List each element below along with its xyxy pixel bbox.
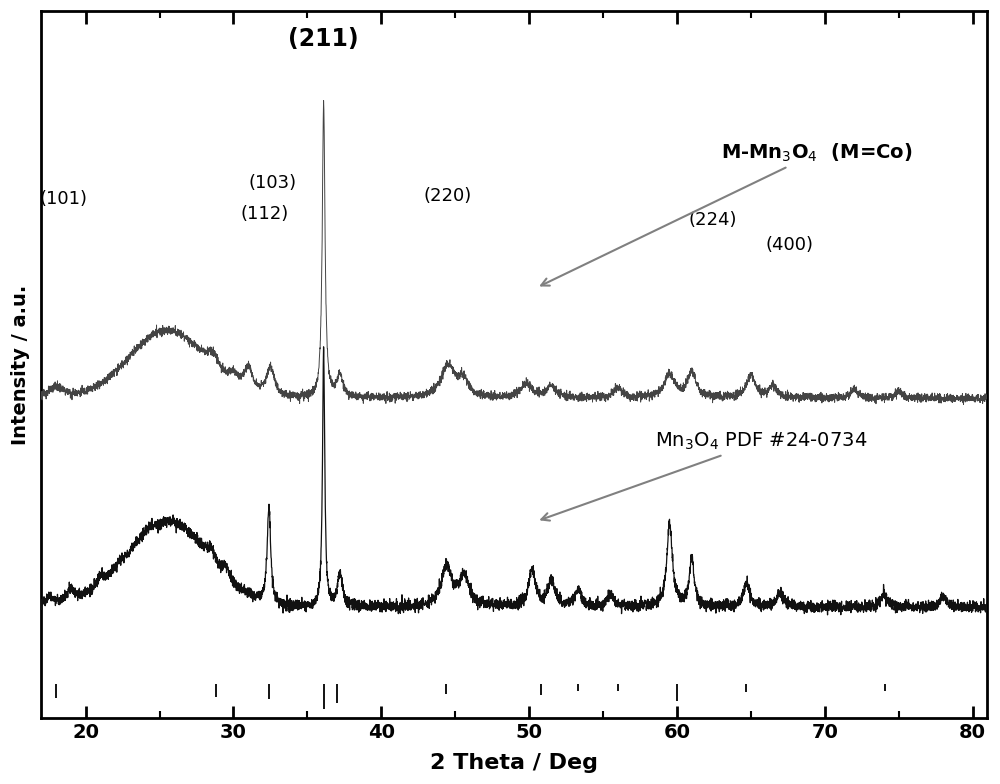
- Text: (211): (211): [288, 27, 359, 51]
- Text: (224): (224): [689, 212, 737, 229]
- Text: Mn$_3$O$_4$ PDF #24-0734: Mn$_3$O$_4$ PDF #24-0734: [541, 430, 867, 521]
- Y-axis label: Intensity / a.u.: Intensity / a.u.: [11, 285, 30, 445]
- Text: (220): (220): [424, 187, 472, 205]
- Text: M-Mn$_3$O$_4$  (M=Co): M-Mn$_3$O$_4$ (M=Co): [541, 141, 913, 285]
- Text: (101): (101): [39, 190, 87, 208]
- Text: (112): (112): [241, 205, 289, 223]
- Text: (400): (400): [766, 236, 814, 254]
- X-axis label: 2 Theta / Deg: 2 Theta / Deg: [430, 753, 598, 773]
- Text: (103): (103): [248, 174, 296, 192]
